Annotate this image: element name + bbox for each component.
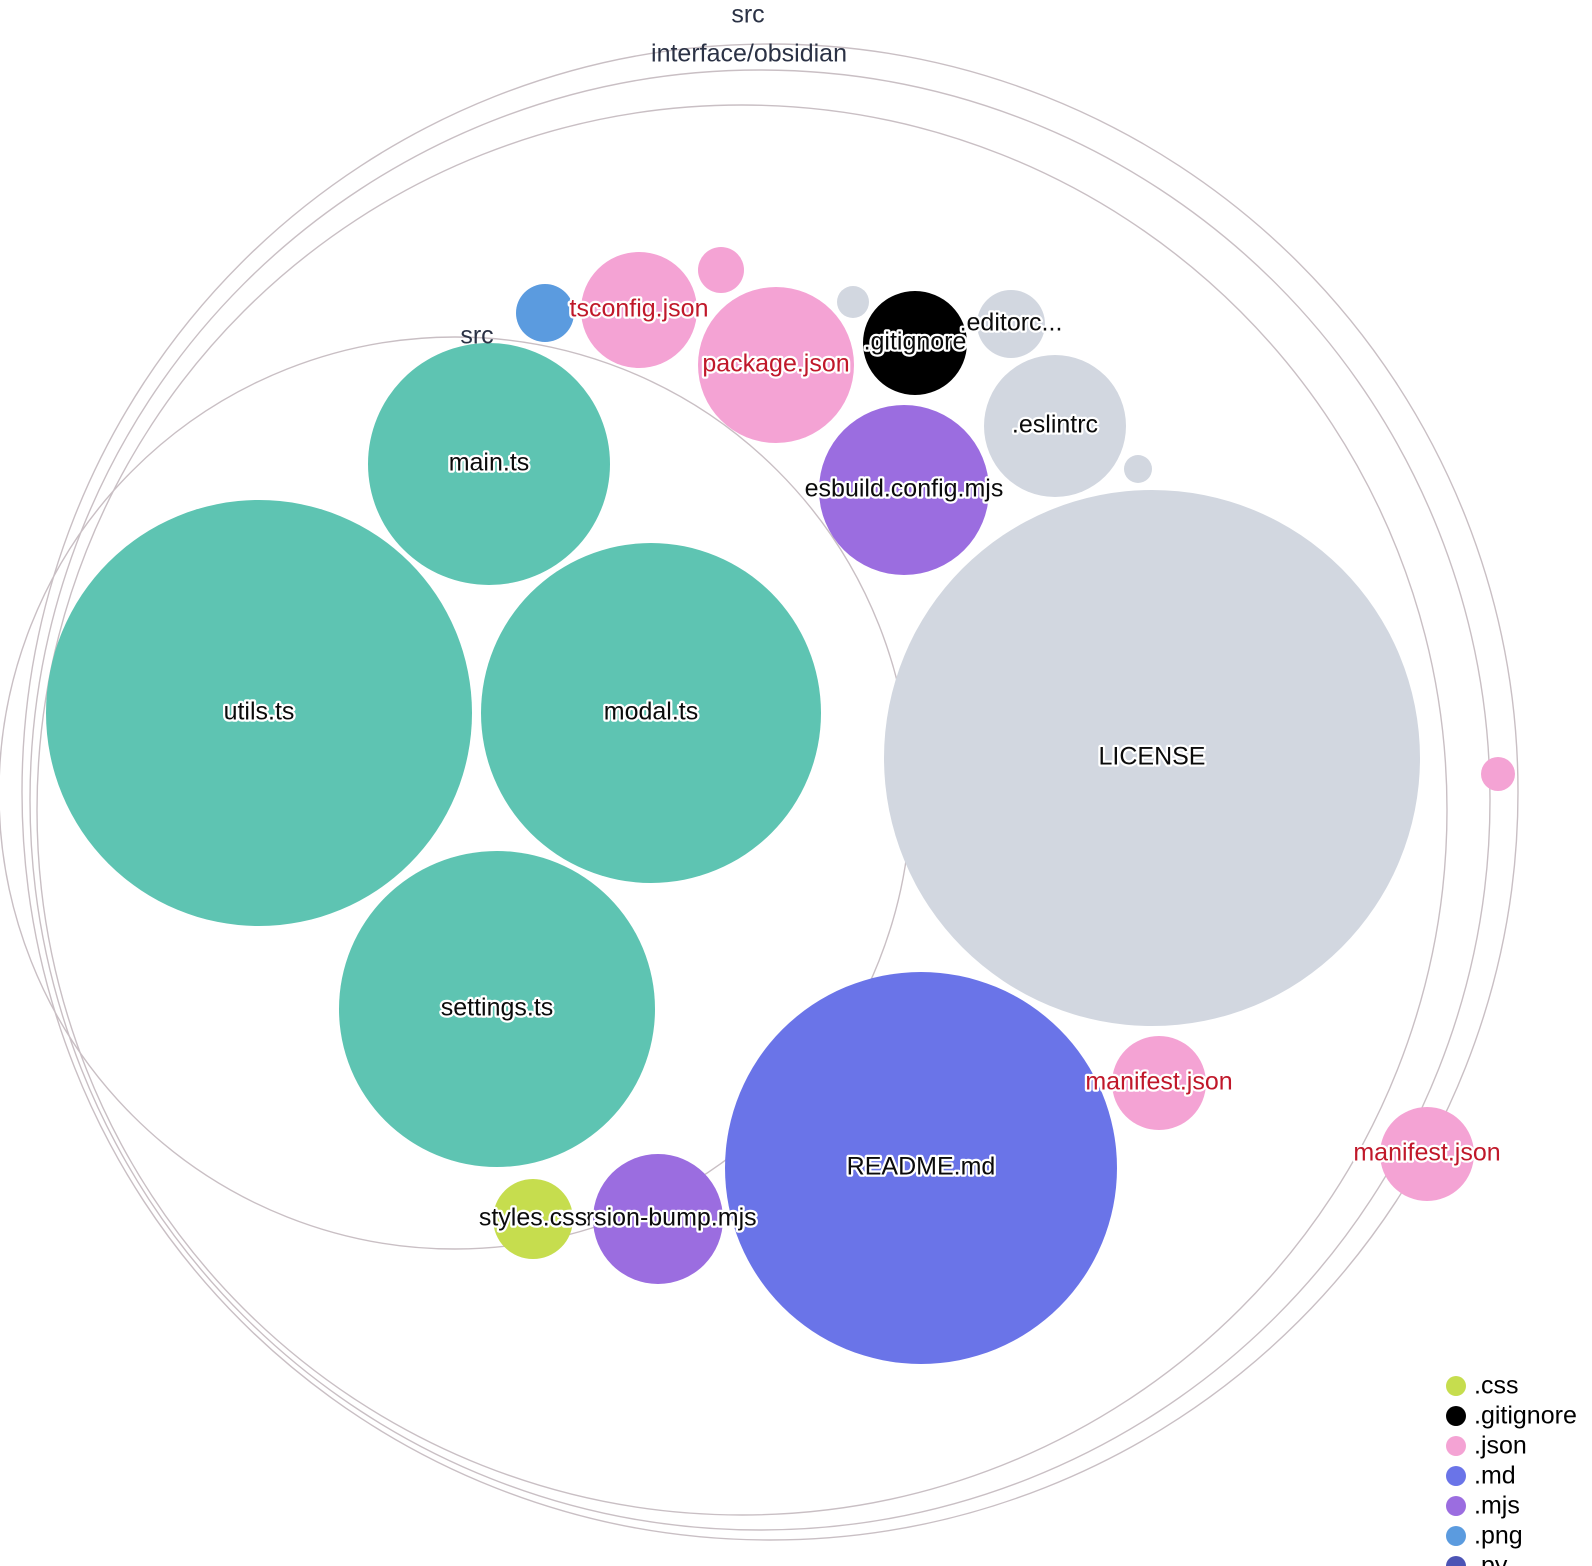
file-circle[interactable]: [1380, 1107, 1474, 1201]
file-circle[interactable]: [368, 343, 610, 585]
file-circle-label: .editorc...: [960, 309, 1063, 337]
file-circle[interactable]: [819, 405, 989, 575]
file-circle[interactable]: [698, 287, 854, 443]
file-circle-label: manifest.json: [1353, 1139, 1500, 1167]
file-circle-label: tsconfig.json: [570, 295, 709, 323]
file-circle-label: README.md: [847, 1153, 996, 1181]
file-circle[interactable]: [481, 543, 821, 883]
group-label: interface/obsidian: [651, 40, 847, 68]
file-circle[interactable]: [884, 490, 1420, 1026]
group-label: src: [460, 322, 493, 350]
file-circle-label: styles.css: [479, 1204, 587, 1232]
outer-ring-1[interactable]: [21, 43, 1519, 1541]
file-circle[interactable]: [1481, 757, 1515, 791]
legend-label-gitignore: .gitignore: [1474, 1402, 1577, 1430]
legend-swatch-md[interactable]: [1446, 1466, 1466, 1486]
file-circle-label: LICENSE: [1099, 743, 1206, 771]
legend-label-png: .png: [1474, 1522, 1523, 1550]
file-circles-layer: [46, 247, 1515, 1364]
file-circle[interactable]: [698, 247, 744, 293]
group-label: src: [731, 1, 764, 29]
file-circle-label: main.ts: [449, 449, 530, 477]
legend-label-py: .py: [1474, 1552, 1508, 1566]
file-circle[interactable]: [593, 1154, 723, 1284]
file-circle-label: settings.ts: [441, 994, 554, 1022]
file-circle-label: manifest.json: [1085, 1068, 1232, 1096]
file-circle[interactable]: [581, 252, 697, 368]
legend-label-mjs: .mjs: [1474, 1492, 1520, 1520]
legend-swatch-gitignore[interactable]: [1446, 1406, 1466, 1426]
legend-swatch-py[interactable]: [1446, 1556, 1466, 1566]
legend-swatch-css[interactable]: [1446, 1376, 1466, 1396]
legend-label-md: .md: [1474, 1462, 1516, 1490]
file-circle-label: modal.ts: [604, 698, 698, 726]
file-circle-label: .gitignore: [864, 328, 967, 356]
outer-ring-2[interactable]: [29, 69, 1491, 1531]
file-circle[interactable]: [837, 286, 869, 318]
file-circle[interactable]: [493, 1179, 573, 1259]
legend-label-css: .css: [1474, 1372, 1518, 1400]
file-circle[interactable]: [725, 972, 1117, 1364]
file-labels-layer: utils.ts modal.ts settings.ts main.ts LICENS…: [221, 292, 1503, 1234]
legend-label-json: .json: [1474, 1432, 1527, 1460]
file-circle[interactable]: [1124, 455, 1152, 483]
legend-swatch-mjs[interactable]: [1446, 1496, 1466, 1516]
file-circle-label: esbuild.config.mjs: [805, 475, 1004, 503]
file-circle-label: version-bump.mjs: [559, 1204, 756, 1232]
file-circle-label: package.json: [702, 350, 849, 378]
file-circle[interactable]: [46, 500, 472, 926]
file-circle[interactable]: [1112, 1036, 1206, 1130]
legend-swatch-png[interactable]: [1446, 1526, 1466, 1546]
file-circle[interactable]: [863, 291, 967, 395]
group-labels-layer: src interface/obsidian src: [460, 1, 847, 350]
file-circle[interactable]: [339, 851, 655, 1167]
legend: .css.gitignore.json.md.mjs.png.py.ts: [1446, 1372, 1577, 1566]
legend-swatch-json[interactable]: [1446, 1436, 1466, 1456]
file-circle-label: .eslintrc: [1012, 411, 1098, 439]
outer-ring-3[interactable]: [36, 104, 1448, 1516]
file-circle-label: utils.ts: [224, 698, 295, 726]
file-circle[interactable]: [977, 290, 1045, 358]
file-circle[interactable]: [516, 284, 574, 342]
file-circle[interactable]: [984, 355, 1126, 497]
